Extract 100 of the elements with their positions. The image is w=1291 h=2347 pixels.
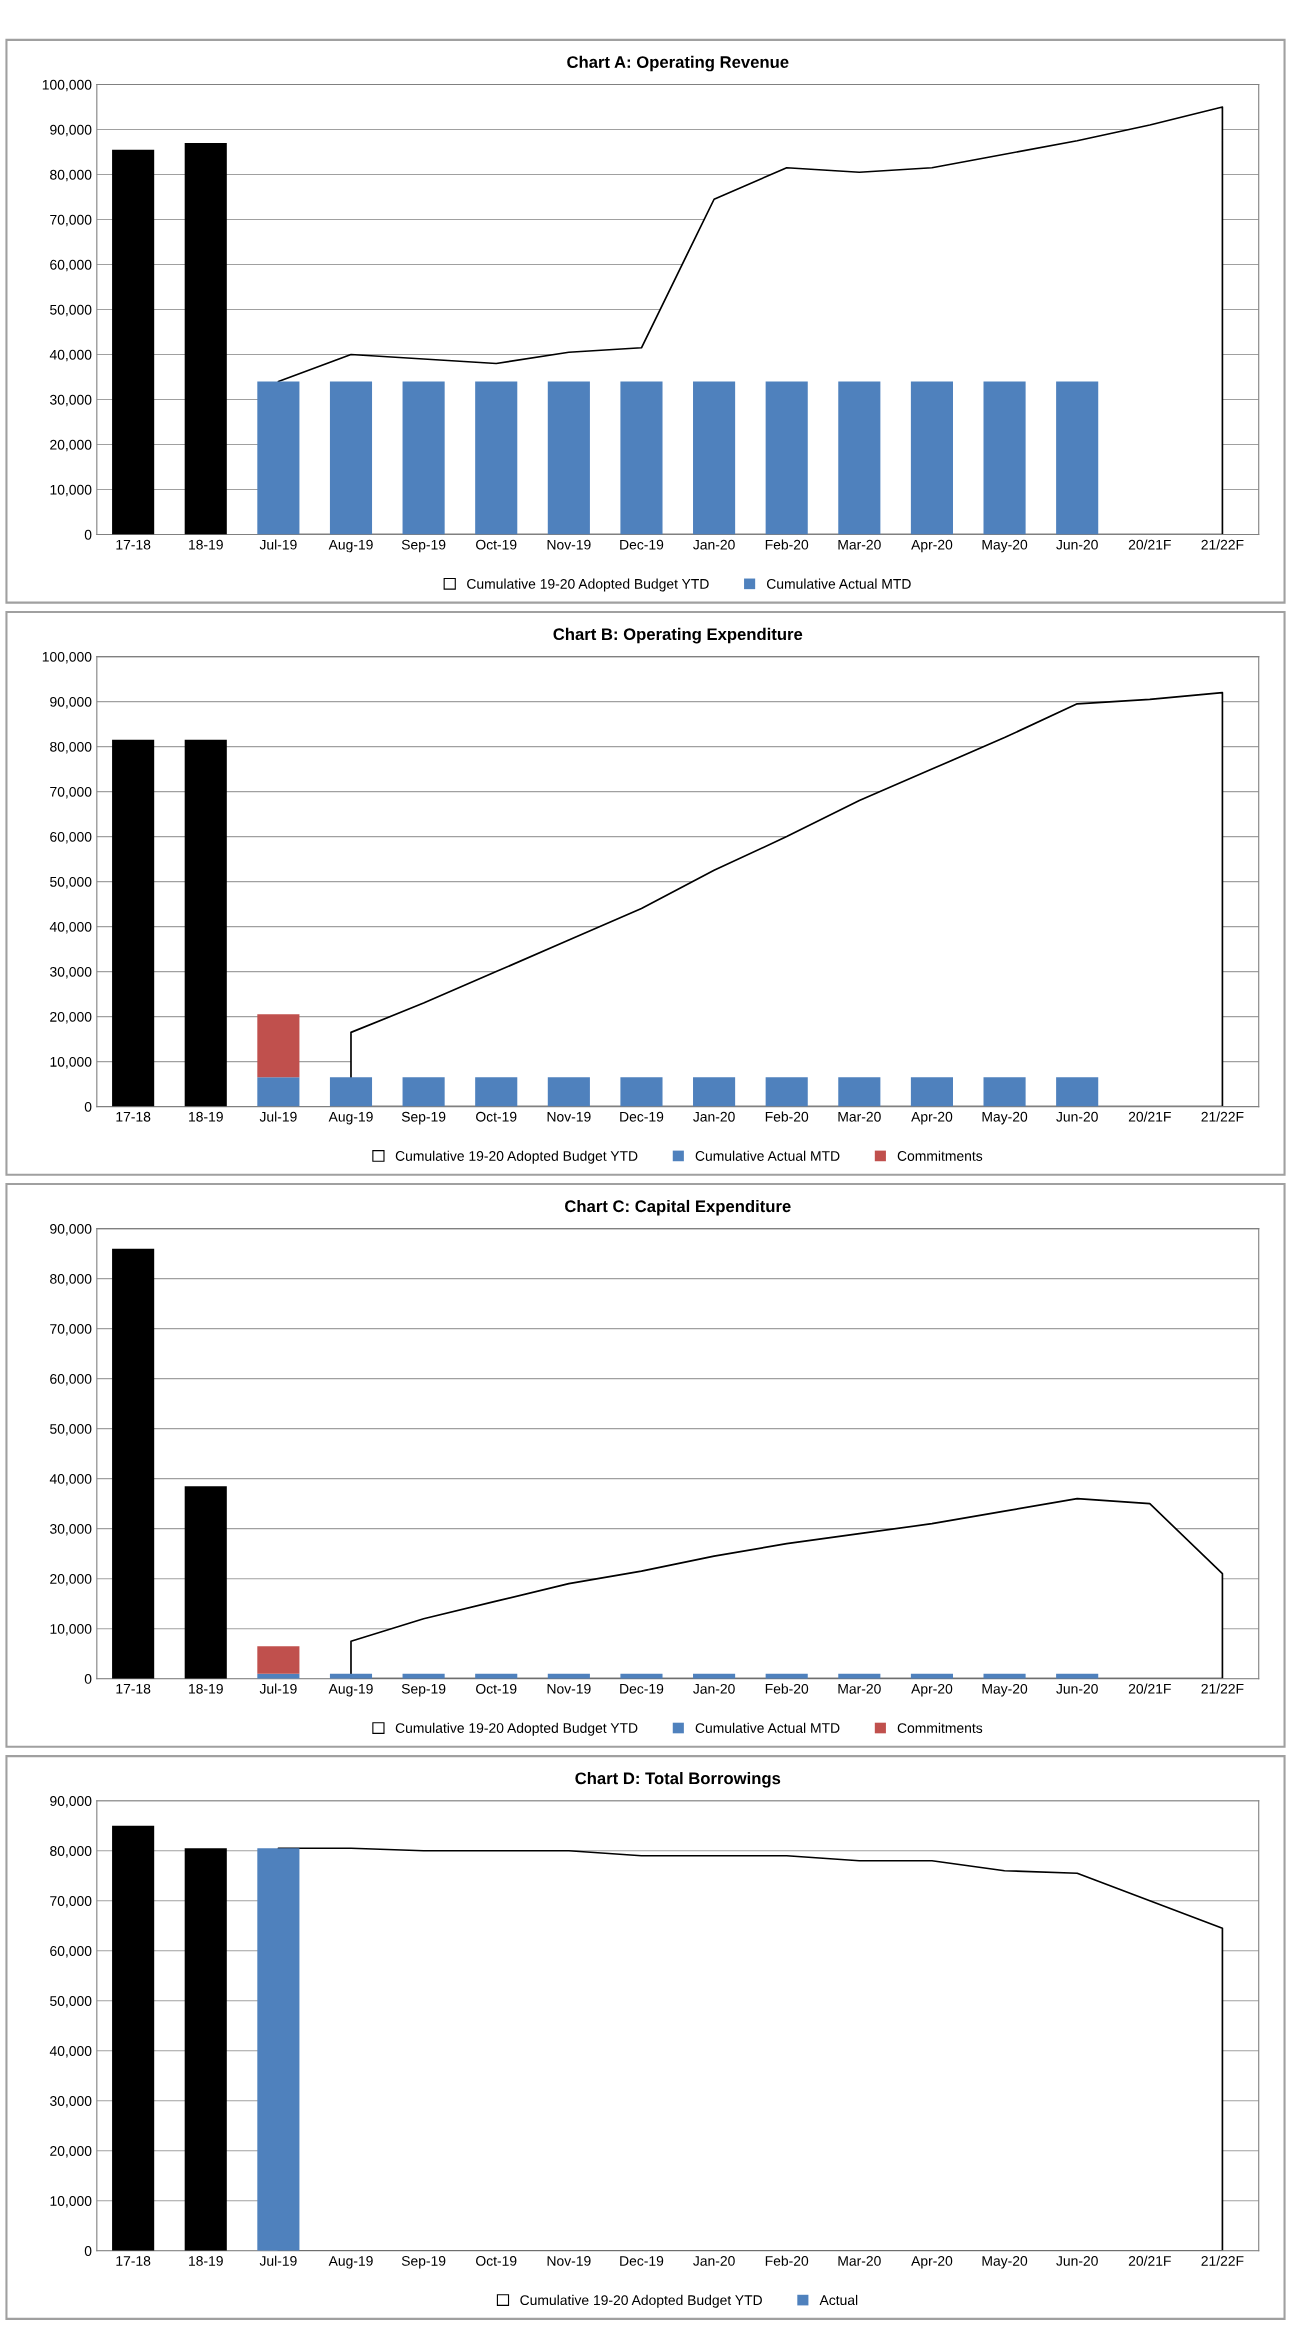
x-tick-label: Mar-20 (838, 539, 881, 550)
x-tick-label: Apr-20 (911, 539, 953, 553)
y-tick-label: 90,000 (50, 124, 92, 137)
x-tick-label: Oct-19 (476, 1111, 517, 1122)
bar (983, 1077, 1026, 1107)
y-tick-label: 20,000 (50, 439, 92, 452)
x-tick-label: Jul-19 (259, 2255, 297, 2266)
y-tick-label: 60,000 (50, 1374, 92, 1386)
y-tick-label: 70,000 (50, 786, 92, 799)
x-tick-label: Apr-20 (911, 1111, 953, 1125)
x-tick-label: Dec-19 (620, 1683, 664, 1694)
x-tick-label: Sep-19 (401, 1683, 446, 1697)
bar (184, 739, 227, 1107)
bar (765, 1077, 808, 1107)
y-tick-label: 10,000 (50, 484, 92, 497)
bar (910, 381, 953, 535)
y-tick-label: 40,000 (49, 349, 92, 362)
bar (475, 381, 518, 535)
x-tick-label: Jun-20 (1056, 1683, 1098, 1694)
y-tick-label: 30,000 (50, 1524, 92, 1536)
x-tick-label: Jan-20 (693, 539, 735, 550)
x-tick-label: Oct-19 (476, 539, 517, 550)
y-tick-label: 0 (84, 529, 92, 540)
legend-label: Cumulative Actual MTD (695, 1150, 840, 1161)
x-tick-label: 17-18 (116, 1683, 151, 1694)
x-tick-label: 21/22F (1201, 1683, 1244, 1694)
x-tick-label: Jul-19 (259, 1111, 297, 1122)
legend-label: Cumulative 19-20 Adopted Budget YTD (395, 1722, 638, 1736)
y-tick-label: 0 (84, 1101, 92, 1112)
x-tick-label: Dec-19 (620, 539, 664, 550)
y-tick-label: 50,000 (50, 1424, 92, 1436)
y-tick-label: 30,000 (50, 394, 92, 407)
x-tick-label: 18-19 (189, 1683, 223, 1694)
legend-label: Actual (819, 2294, 858, 2306)
bar (1056, 1077, 1099, 1107)
x-tick-label: 20/21F (1128, 2255, 1171, 2266)
x-tick-label: 17-18 (116, 2256, 151, 2266)
chart-title: Chart A: Operating Revenue (567, 55, 789, 72)
x-tick-label: Jan-20 (693, 2256, 735, 2266)
y-tick-label: 90,000 (50, 1796, 92, 1808)
y-tick-label: 50,000 (50, 1996, 92, 2008)
legend-label: Cumulative Actual MTD (695, 1722, 840, 1733)
legend-label: Commitments (897, 1722, 983, 1733)
y-tick-label: 80,000 (50, 169, 92, 182)
bar (1056, 381, 1099, 535)
x-tick-label: 20/21F (1128, 1111, 1171, 1122)
bar (693, 381, 736, 535)
chart-title: Chart C: Capital Expenditure (565, 1199, 791, 1216)
y-tick-label: 60,000 (50, 1946, 92, 1958)
x-tick-label: Sep-19 (401, 539, 446, 553)
x-tick-label: Mar-20 (838, 1683, 881, 1694)
y-tick-label: 100,000 (42, 651, 92, 664)
x-tick-label: 18-19 (189, 2256, 223, 2266)
legend-label: Commitments (897, 1150, 983, 1161)
bar (184, 1486, 227, 1679)
x-tick-label: Apr-20 (911, 2256, 953, 2269)
y-tick-label: 50,000 (50, 304, 92, 317)
x-tick-label: Jul-19 (259, 539, 297, 550)
y-tick-label: 90,000 (50, 1223, 92, 1236)
x-tick-label: 20/21F (1128, 1683, 1171, 1694)
x-tick-label: Nov-19 (547, 539, 591, 550)
x-tick-label: Nov-19 (547, 1111, 591, 1122)
y-tick-label: 70,000 (50, 1324, 92, 1336)
x-tick-label: May-20 (982, 2256, 1028, 2269)
bar (547, 381, 590, 535)
bar (329, 1077, 373, 1107)
x-tick-label: Feb-20 (765, 1111, 809, 1122)
bar (983, 381, 1026, 535)
x-tick-label: Mar-20 (838, 1111, 881, 1122)
x-tick-label: Nov-19 (547, 1683, 591, 1694)
x-tick-label: 20/21F (1128, 539, 1171, 550)
y-tick-label: 10,000 (50, 1056, 92, 1069)
x-tick-label: Oct-19 (476, 1683, 517, 1694)
x-tick-label: 21/22F (1201, 2255, 1244, 2266)
bar (112, 1248, 155, 1679)
bar (693, 1077, 736, 1107)
bar (329, 381, 373, 535)
x-tick-label: 21/22F (1201, 1111, 1244, 1122)
x-tick-label: Oct-19 (476, 2256, 517, 2266)
y-tick-label: 0 (84, 1674, 92, 1684)
x-tick-label: Aug-19 (328, 1111, 373, 1125)
x-tick-label: 21/22F (1201, 539, 1244, 550)
x-tick-label: Jul-19 (259, 1683, 297, 1694)
chart-title: Chart B: Operating Expenditure (553, 627, 803, 644)
x-tick-label: May-20 (982, 1111, 1028, 1125)
x-tick-label: Sep-19 (401, 2256, 446, 2269)
bar (257, 1077, 300, 1107)
x-tick-label: Feb-20 (765, 1683, 809, 1694)
legend-label: Cumulative 19-20 Adopted Budget YTD (467, 578, 709, 592)
bar (257, 381, 300, 535)
y-tick-label: 70,000 (50, 214, 92, 227)
bar (620, 381, 663, 535)
x-tick-label: 18-19 (189, 539, 223, 550)
y-tick-label: 40,000 (49, 2046, 92, 2058)
bar (402, 1077, 445, 1107)
y-tick-label: 80,000 (50, 741, 92, 754)
x-tick-label: 18-19 (189, 1111, 223, 1122)
x-tick-label: Mar-20 (838, 2256, 881, 2266)
x-tick-label: 17-18 (116, 539, 151, 550)
y-tick-label: 40,000 (49, 1474, 92, 1486)
